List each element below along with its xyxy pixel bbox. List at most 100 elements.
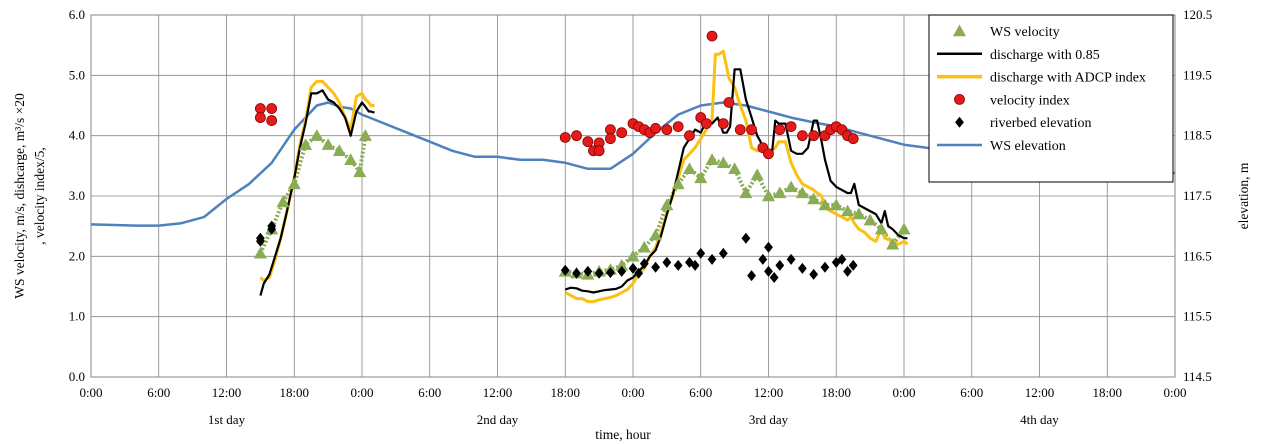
x-axis-title: time, hour: [595, 427, 651, 442]
WS-velocity-point: [897, 222, 911, 235]
riverbed-elevation-point: [690, 259, 700, 271]
axes: 0.0 114.5 1.0 115.5 2.0 116.5 3.0 117.5 4.0 118.5…: [69, 7, 1213, 427]
riverbed-elevation-point: [651, 261, 660, 273]
velocity-index-point: [266, 115, 278, 126]
velocity-index-point: [706, 30, 718, 42]
WS-velocity-point: [762, 189, 775, 202]
riverbed-elevation-point: [639, 258, 649, 270]
x-tick-label: 6:00: [147, 385, 170, 400]
legend-swatch: [953, 24, 966, 37]
velocity-index-point: [605, 133, 616, 145]
y-right-tick-label: 117.5: [1183, 188, 1212, 203]
y-left-tick-label: 2.0: [69, 248, 85, 263]
WS-velocity-point: [705, 153, 719, 165]
x-tick-label: 12:00: [212, 385, 242, 400]
riverbed-elevation-point: [560, 264, 570, 276]
x-tick-label: 18:00: [550, 385, 580, 400]
velocity-index-point: [559, 132, 571, 143]
velocity-index-point: [582, 136, 594, 148]
day-label: 3rd day: [749, 412, 789, 427]
velocity-index-point: [266, 103, 278, 114]
x-tick-label: 12:00: [1025, 385, 1055, 400]
riverbed-elevation-point: [820, 261, 830, 273]
x-tick-label: 0:00: [892, 385, 915, 400]
velocity-index-point: [774, 124, 786, 136]
WS-velocity-point: [829, 198, 843, 211]
riverbed-elevation-point: [617, 265, 627, 277]
riverbed-elevation-point: [786, 253, 796, 265]
day-label: 2nd day: [477, 412, 519, 427]
riverbed-elevation-point: [809, 268, 819, 280]
velocity-index-point: [672, 121, 684, 133]
riverbed-elevation-point: [707, 253, 717, 265]
x-tick-label: 0:00: [79, 385, 102, 400]
riverbed-elevation-point: [583, 265, 593, 277]
velocity-index-point: [616, 127, 628, 139]
day-label: 1st day: [208, 412, 246, 427]
day-label: 4th day: [1020, 412, 1059, 427]
riverbed-elevation-point: [843, 265, 852, 277]
WS-velocity-point: [886, 237, 900, 250]
y-axis-left-title-line2: , velocity index/5,: [32, 147, 47, 244]
velocity-index-point: [808, 130, 820, 142]
discharge-085-line: [259, 68, 908, 296]
WS-velocity-point: [332, 144, 346, 156]
y-left-tick-label: 4.0: [69, 128, 85, 143]
velocity-index-point: [847, 133, 859, 145]
WS-velocity-point: [276, 195, 290, 208]
riverbed-elevation-point: [797, 262, 807, 274]
riverbed-elevation-point: [764, 265, 773, 277]
legend-label: discharge with ADCP index: [990, 71, 1146, 86]
y-axis-left-title-line1: WS velocity, m/s, dishcarge, m³/s ×20: [12, 93, 27, 299]
x-tick-label: 12:00: [483, 385, 513, 400]
WS-velocity-point: [728, 162, 742, 175]
riverbed-elevation-point: [634, 267, 644, 279]
y-right-tick-label: 119.5: [1183, 67, 1212, 82]
riverbed-elevation-point: [572, 267, 581, 279]
y-left-tick-label: 3.0: [69, 188, 85, 203]
x-tick-label: 18:00: [821, 385, 851, 400]
riverbed-elevation-point: [662, 256, 672, 268]
WS-velocity-point: [852, 207, 866, 220]
WS-velocity-point: [660, 198, 674, 211]
riverbed-elevation-point: [764, 241, 773, 253]
y-left-tick-label: 6.0: [69, 7, 85, 22]
x-tick-label: 18:00: [1092, 385, 1122, 400]
riverbed-elevation-point: [758, 253, 768, 265]
velocity-index-point: [734, 124, 746, 136]
ws-velocity-connector: [258, 133, 906, 277]
velocity-index-point: [717, 118, 729, 129]
velocity-index-point: [254, 103, 266, 114]
velocity-index-point: [763, 148, 774, 160]
y-right-tick-label: 120.5: [1183, 7, 1212, 22]
legend-box: [928, 14, 1174, 183]
series-layer: [90, 30, 1176, 304]
riverbed-elevation-point: [769, 271, 779, 283]
WS-velocity-point: [353, 165, 367, 178]
riverbed-elevation-point: [741, 232, 751, 244]
velocity-index-point: [571, 130, 582, 142]
x-tick-label: 0:00: [1163, 385, 1186, 400]
WS-velocity-point: [818, 198, 832, 211]
x-tick-label: 0:00: [350, 385, 373, 400]
WS-velocity-point: [773, 186, 787, 199]
riverbed-elevation-point: [594, 267, 604, 279]
velocity-index-point: [661, 124, 673, 136]
velocity-index-point: [605, 124, 616, 136]
x-tick-label: 6:00: [960, 385, 983, 400]
riverbed-elevation-point: [775, 259, 785, 271]
velocity-index-point: [796, 130, 808, 142]
legend-label: WS elevation: [990, 139, 1066, 154]
legend-label: velocity index: [990, 93, 1070, 108]
legend-swatch: [955, 116, 964, 128]
WS-velocity-point: [863, 213, 877, 226]
y-right-tick-label: 114.5: [1183, 369, 1212, 384]
legend-label: discharge with 0.85: [990, 48, 1100, 63]
WS-velocity-point: [358, 129, 372, 141]
riverbed-elevation-point: [837, 253, 847, 265]
riverbed-elevation-point: [267, 223, 277, 235]
WS-velocity-point: [299, 138, 313, 150]
velocity-index-point: [593, 145, 605, 157]
velocity-index-point: [650, 123, 661, 134]
WS-velocity-point: [682, 162, 696, 175]
